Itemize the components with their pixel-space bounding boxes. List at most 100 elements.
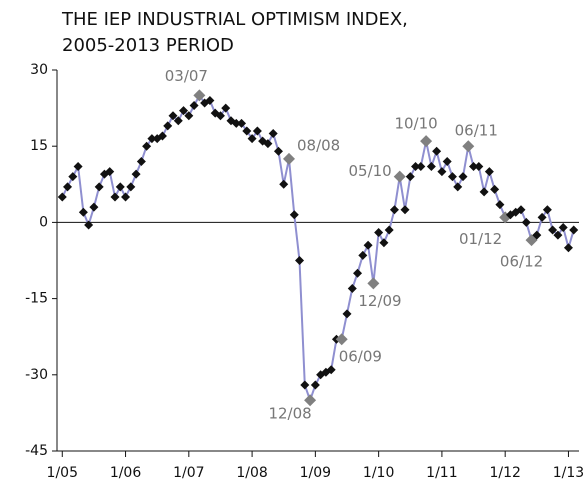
marker bbox=[115, 182, 125, 192]
marker bbox=[263, 139, 273, 149]
annotation: 06/09 bbox=[339, 348, 382, 366]
marker bbox=[147, 134, 157, 144]
marker bbox=[447, 172, 457, 182]
marker bbox=[405, 172, 415, 182]
marker bbox=[63, 182, 73, 192]
marker bbox=[389, 205, 399, 215]
marker bbox=[474, 162, 484, 172]
marker bbox=[416, 162, 426, 172]
y-tick-label: -45 bbox=[25, 443, 48, 459]
marker bbox=[136, 156, 146, 166]
marker bbox=[437, 167, 447, 177]
marker bbox=[558, 222, 568, 232]
annotation: 12/08 bbox=[268, 405, 311, 423]
marker bbox=[563, 243, 573, 253]
marker bbox=[326, 365, 336, 375]
marker bbox=[173, 116, 183, 126]
marker bbox=[521, 217, 531, 227]
annotation: 06/12 bbox=[500, 253, 543, 271]
chart-title: 2005-2013 PERIOD bbox=[62, 35, 234, 56]
highlight-marker bbox=[304, 394, 317, 407]
marker bbox=[94, 182, 104, 192]
marker bbox=[68, 172, 78, 182]
marker bbox=[273, 146, 283, 156]
marker bbox=[532, 230, 542, 240]
marker bbox=[184, 111, 194, 121]
marker bbox=[495, 200, 505, 210]
marker bbox=[179, 106, 189, 116]
marker bbox=[84, 220, 94, 230]
x-tick-label: 1/09 bbox=[300, 465, 331, 481]
marker bbox=[189, 101, 199, 111]
marker bbox=[105, 167, 115, 177]
marker bbox=[374, 228, 384, 238]
marker bbox=[89, 202, 99, 212]
marker bbox=[126, 182, 136, 192]
marker bbox=[469, 162, 479, 172]
marker bbox=[426, 162, 436, 172]
marker bbox=[384, 225, 394, 235]
marker bbox=[358, 250, 368, 260]
marker bbox=[542, 205, 552, 215]
highlight-marker bbox=[367, 277, 380, 290]
marker bbox=[142, 141, 152, 151]
highlight-marker bbox=[393, 170, 406, 183]
x-tick-label: 1/05 bbox=[47, 465, 78, 481]
chart-title: THE IEP INDUSTRIAL OPTIMISM INDEX, bbox=[61, 9, 408, 30]
annotation: 08/08 bbox=[297, 136, 340, 154]
highlight-marker bbox=[283, 152, 295, 165]
marker bbox=[484, 167, 494, 177]
marker bbox=[490, 184, 500, 194]
annotation: 06/11 bbox=[455, 122, 498, 140]
marker bbox=[363, 240, 373, 250]
highlight-marker bbox=[462, 140, 475, 153]
marker bbox=[347, 283, 357, 293]
marker bbox=[432, 146, 442, 156]
marker bbox=[458, 172, 468, 182]
marker bbox=[295, 256, 305, 265]
marker bbox=[237, 118, 247, 128]
marker bbox=[168, 111, 178, 121]
x-tick-label: 1/08 bbox=[236, 465, 267, 481]
x-tick-label: 1/07 bbox=[173, 465, 204, 481]
annotation: 05/10 bbox=[348, 162, 391, 180]
marker bbox=[300, 380, 310, 390]
marker bbox=[442, 156, 452, 166]
marker bbox=[479, 187, 489, 197]
marker bbox=[215, 111, 225, 121]
marker bbox=[163, 121, 173, 131]
marker bbox=[247, 134, 257, 144]
marker bbox=[537, 212, 547, 222]
y-tick-label: 15 bbox=[30, 138, 48, 154]
highlight-marker bbox=[193, 89, 206, 102]
marker bbox=[516, 205, 526, 215]
marker bbox=[553, 230, 563, 240]
marker bbox=[353, 268, 363, 278]
marker bbox=[268, 129, 278, 138]
marker bbox=[548, 225, 558, 235]
marker bbox=[411, 162, 421, 172]
marker bbox=[279, 179, 289, 189]
annotation: 01/12 bbox=[459, 230, 502, 248]
marker bbox=[400, 205, 410, 215]
annotation: 12/09 bbox=[358, 292, 401, 310]
y-tick-label: -30 bbox=[25, 367, 48, 383]
marker bbox=[342, 309, 352, 319]
marker bbox=[453, 182, 463, 192]
marker bbox=[121, 192, 131, 202]
x-tick-label: 1/11 bbox=[426, 465, 457, 481]
marker bbox=[110, 192, 120, 202]
marker bbox=[131, 169, 141, 179]
marker bbox=[221, 103, 231, 113]
marker bbox=[569, 225, 579, 235]
annotation: 10/10 bbox=[394, 115, 437, 133]
y-tick-label: 0 bbox=[39, 214, 48, 230]
marker bbox=[310, 380, 320, 390]
marker bbox=[242, 126, 252, 136]
marker bbox=[57, 192, 67, 202]
marker bbox=[157, 131, 167, 141]
marker bbox=[231, 118, 241, 128]
x-tick-label: 1/13 bbox=[553, 465, 584, 481]
marker bbox=[73, 162, 83, 172]
